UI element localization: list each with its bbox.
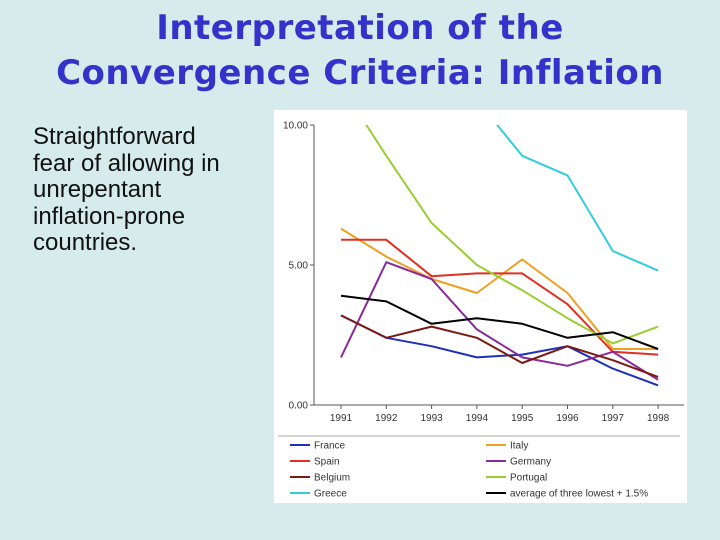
bullet-text: Straightforward fear of allowing in unre… [33,123,220,256]
legend-label: Germany [510,457,551,468]
x-tick-label: 1998 [647,413,670,424]
legend-label: Italy [510,441,528,452]
y-tick-label: 5.00 [289,261,309,272]
x-tick-label: 1994 [466,413,489,424]
y-tick-label: 10.00 [283,121,308,132]
x-tick-label: 1996 [556,413,579,424]
y-tick-label: 0.00 [289,401,309,412]
legend-label: Spain [314,457,340,468]
chart-axes: 0.00 5.00 10.00 1991 1992 1993 1994 1995 1996 199… [283,121,684,424]
legend-label: average of three lowest + 1.5% [510,489,648,500]
legend-label: Portugal [510,473,547,484]
x-tick-label: 1992 [375,413,398,424]
chart-panel: 0.00 5.00 10.00 1991 1992 1993 1994 1995 1996 199… [274,110,687,503]
series-line-france [340,314,659,387]
x-tick-label: 1995 [511,413,534,424]
legend-label: Belgium [314,473,350,484]
x-tick-label: 1997 [602,413,625,424]
legend-label: Greece [314,489,347,500]
x-tick-label: 1993 [420,413,443,424]
slide-title-line2: Convergence Criteria: Inflation [56,53,664,93]
series-line-belgium [340,314,659,378]
inflation-line-chart: 0.00 5.00 10.00 1991 1992 1993 1994 1995 1996 199… [278,121,684,500]
chart-legend: France Italy Spain Germany Belgium Portugal Gr… [278,435,680,500]
x-tick-label: 1991 [330,413,353,424]
legend-label: France [314,441,346,452]
series-line-average-of-three-lowest-1-5 [340,294,659,350]
series-line-germany [340,261,659,381]
slide-title: Interpretation of the Convergence Criter… [0,6,720,96]
series-line-spain [341,238,659,356]
chart-series-lines [340,125,659,387]
series-line-greece [495,125,659,272]
series-line-portugal [365,125,659,345]
slide-title-line1: Interpretation of the [156,8,564,48]
